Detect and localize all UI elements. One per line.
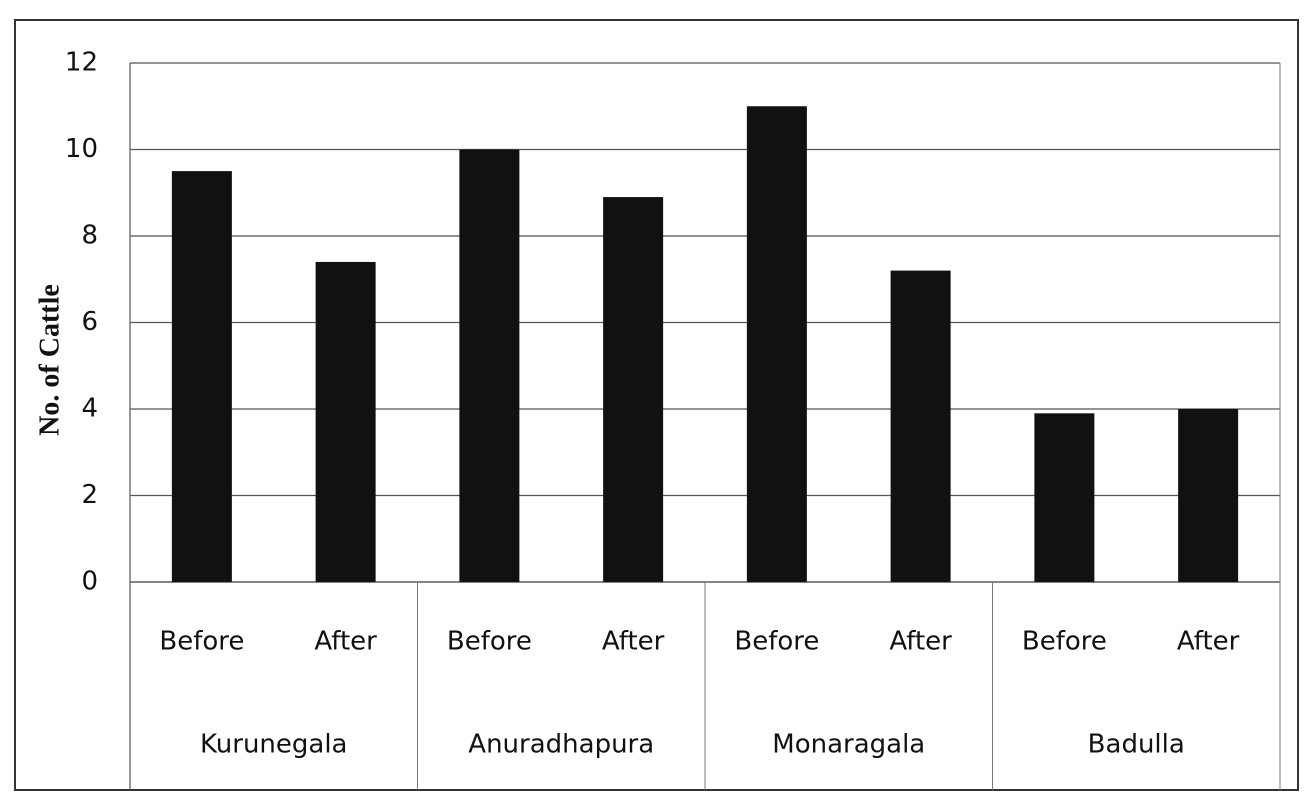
- y-tick-label: 2: [81, 480, 98, 510]
- group-label: Kurunegala: [200, 730, 347, 760]
- x-tick-label: Before: [159, 627, 244, 657]
- x-tick-label: After: [602, 627, 665, 657]
- y-tick-label: 0: [81, 567, 98, 597]
- x-tick-label: Before: [1022, 627, 1107, 657]
- x-tick-label: After: [889, 627, 952, 657]
- bar: [315, 261, 376, 582]
- bar: [603, 197, 664, 582]
- bar: [1034, 413, 1095, 582]
- y-tick-label: 10: [65, 134, 98, 164]
- y-axis-label: No. of Cattle: [34, 284, 65, 436]
- group-label: Anuradhapura: [468, 730, 654, 760]
- x-tick-label: After: [314, 627, 377, 657]
- x-tick-label: After: [1177, 627, 1240, 657]
- y-tick-label: 4: [81, 394, 98, 424]
- bar: [746, 106, 807, 582]
- chart-frame: [14, 19, 1299, 791]
- bar: [1178, 409, 1239, 582]
- x-tick-label: Before: [734, 627, 819, 657]
- y-tick-label: 8: [81, 221, 98, 251]
- group-label: Badulla: [1088, 730, 1185, 760]
- bar: [890, 270, 951, 582]
- x-tick-label: Before: [447, 627, 532, 657]
- y-tick-label: 6: [81, 307, 98, 337]
- bar: [171, 171, 232, 582]
- group-label: Monaragala: [772, 730, 925, 760]
- bar: [459, 149, 520, 582]
- y-tick-label: 12: [65, 48, 98, 78]
